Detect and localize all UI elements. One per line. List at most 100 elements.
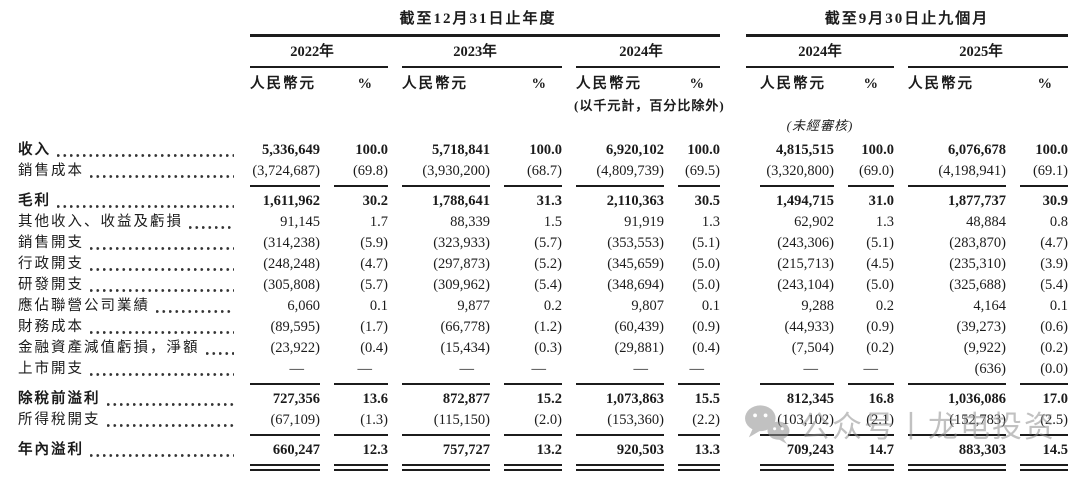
separator-line xyxy=(1020,383,1068,385)
value-cell: (44,933) xyxy=(784,319,834,335)
year-header-2024: 2024年 xyxy=(619,44,663,60)
separator-line xyxy=(504,434,562,436)
group-gap xyxy=(720,140,746,161)
value-cell: 5,718,841 xyxy=(432,142,490,158)
value-cell: 920,503 xyxy=(616,442,664,458)
value-cell: (69.1) xyxy=(1032,163,1068,179)
value-cell: (5.0) xyxy=(692,277,720,293)
value-cell: (0.0) xyxy=(1040,361,1068,377)
separator-line xyxy=(848,464,894,471)
value-cell: — xyxy=(803,361,819,377)
dotted-leader xyxy=(90,247,234,250)
rule-row xyxy=(0,431,1068,440)
value-cell: 1,036,086 xyxy=(948,391,1006,407)
value-cell: (314,238) xyxy=(263,235,320,251)
separator-line xyxy=(402,383,490,385)
dotted-leader xyxy=(205,352,234,355)
value-cell: 1.7 xyxy=(369,214,388,230)
value-cell: 91,145 xyxy=(280,214,320,230)
value-cell: 15.2 xyxy=(536,391,562,407)
row-label: 上市開支 xyxy=(18,361,84,377)
value-cell: (4,198,941) xyxy=(938,163,1006,179)
row-label-cell: 其他收入、收益及虧損 xyxy=(0,212,236,233)
row-label-cell: 研發開支 xyxy=(0,275,236,296)
separator-line xyxy=(760,464,834,471)
separator-line xyxy=(576,434,664,436)
value-cell: (4.7) xyxy=(1040,235,1068,251)
value-cell: — xyxy=(531,361,547,377)
value-cell: (3,320,800) xyxy=(766,163,834,179)
value-cell: (2.5) xyxy=(1040,412,1068,428)
value-cell: (89,595) xyxy=(270,319,320,335)
value-cell: (3,930,200) xyxy=(422,163,490,179)
group-gap xyxy=(720,254,746,275)
group-gap xyxy=(720,359,746,380)
value-cell: (69.0) xyxy=(858,163,894,179)
value-cell: 709,243 xyxy=(786,442,834,458)
value-cell: (283,870) xyxy=(949,235,1006,251)
table-row: 其他收入、收益及虧損 91,145 1.7 88,339 1.5 91,919 1.3 62,… xyxy=(0,212,1068,233)
percent-header: % xyxy=(531,76,547,92)
value-cell: 757,727 xyxy=(442,442,490,458)
separator-line xyxy=(504,383,562,385)
separator-line xyxy=(746,34,1068,37)
value-cell: (0.3) xyxy=(534,340,562,356)
row-label: 除稅前溢利 xyxy=(18,391,101,407)
group-gap xyxy=(720,440,746,461)
value-cell: 17.0 xyxy=(1042,391,1068,407)
dotted-leader xyxy=(90,175,234,178)
dotted-leader xyxy=(106,424,234,427)
value-cell: (15,434) xyxy=(440,340,490,356)
value-cell: 12.3 xyxy=(362,442,388,458)
separator-line xyxy=(908,66,1068,68)
value-cell: (215,713) xyxy=(777,256,834,272)
value-cell: (243,306) xyxy=(777,235,834,251)
value-cell: 1,877,737 xyxy=(948,193,1006,209)
value-cell: 1.5 xyxy=(543,214,562,230)
currency-header: 人民幣元 xyxy=(402,76,468,92)
value-cell: (39,273) xyxy=(956,319,1006,335)
dotted-leader xyxy=(156,310,234,313)
separator-line xyxy=(250,185,320,187)
value-cell: (636) xyxy=(974,361,1006,377)
value-cell: 91,919 xyxy=(624,214,664,230)
separator-line xyxy=(334,383,388,385)
separator-line xyxy=(908,383,1006,385)
group-gap xyxy=(720,161,746,182)
value-cell: 0.1 xyxy=(701,298,720,314)
separator-line xyxy=(678,434,720,436)
separator-line xyxy=(334,185,388,187)
value-cell: (4.7) xyxy=(360,256,388,272)
dotted-leader xyxy=(57,154,234,157)
year-header-2025-9m: 2025年 xyxy=(959,44,1003,60)
row-label-cell: 除稅前溢利 xyxy=(0,389,236,410)
separator-line xyxy=(760,383,834,385)
dotted-leader xyxy=(189,226,234,229)
dotted-leader xyxy=(57,205,234,208)
separator-line xyxy=(250,464,320,471)
value-cell: (235,310) xyxy=(949,256,1006,272)
rule-row xyxy=(0,380,1068,389)
separator-line xyxy=(848,185,894,187)
value-cell: 31.3 xyxy=(536,193,562,209)
separator-line xyxy=(746,66,894,68)
value-cell: (297,873) xyxy=(433,256,490,272)
separator-line xyxy=(402,66,562,68)
year-header-2023: 2023年 xyxy=(453,44,497,60)
value-cell: (1.3) xyxy=(360,412,388,428)
separator-line xyxy=(576,464,664,471)
separator-line xyxy=(250,34,720,37)
value-cell: (5.1) xyxy=(692,235,720,251)
year-header-2022: 2022年 xyxy=(290,44,334,60)
row-label-cell: 收入 xyxy=(0,140,236,161)
separator-line xyxy=(504,464,562,471)
group-gap xyxy=(720,191,746,212)
value-cell: 9,877 xyxy=(457,298,490,314)
value-cell: 31.0 xyxy=(868,193,894,209)
row-label: 年內溢利 xyxy=(18,442,84,458)
separator-line xyxy=(760,185,834,187)
value-cell: (0.4) xyxy=(692,340,720,356)
value-cell: (69.8) xyxy=(352,163,388,179)
value-cell: 14.7 xyxy=(868,442,894,458)
row-label-cell: 金融資產減值虧損，淨額 xyxy=(0,338,236,359)
